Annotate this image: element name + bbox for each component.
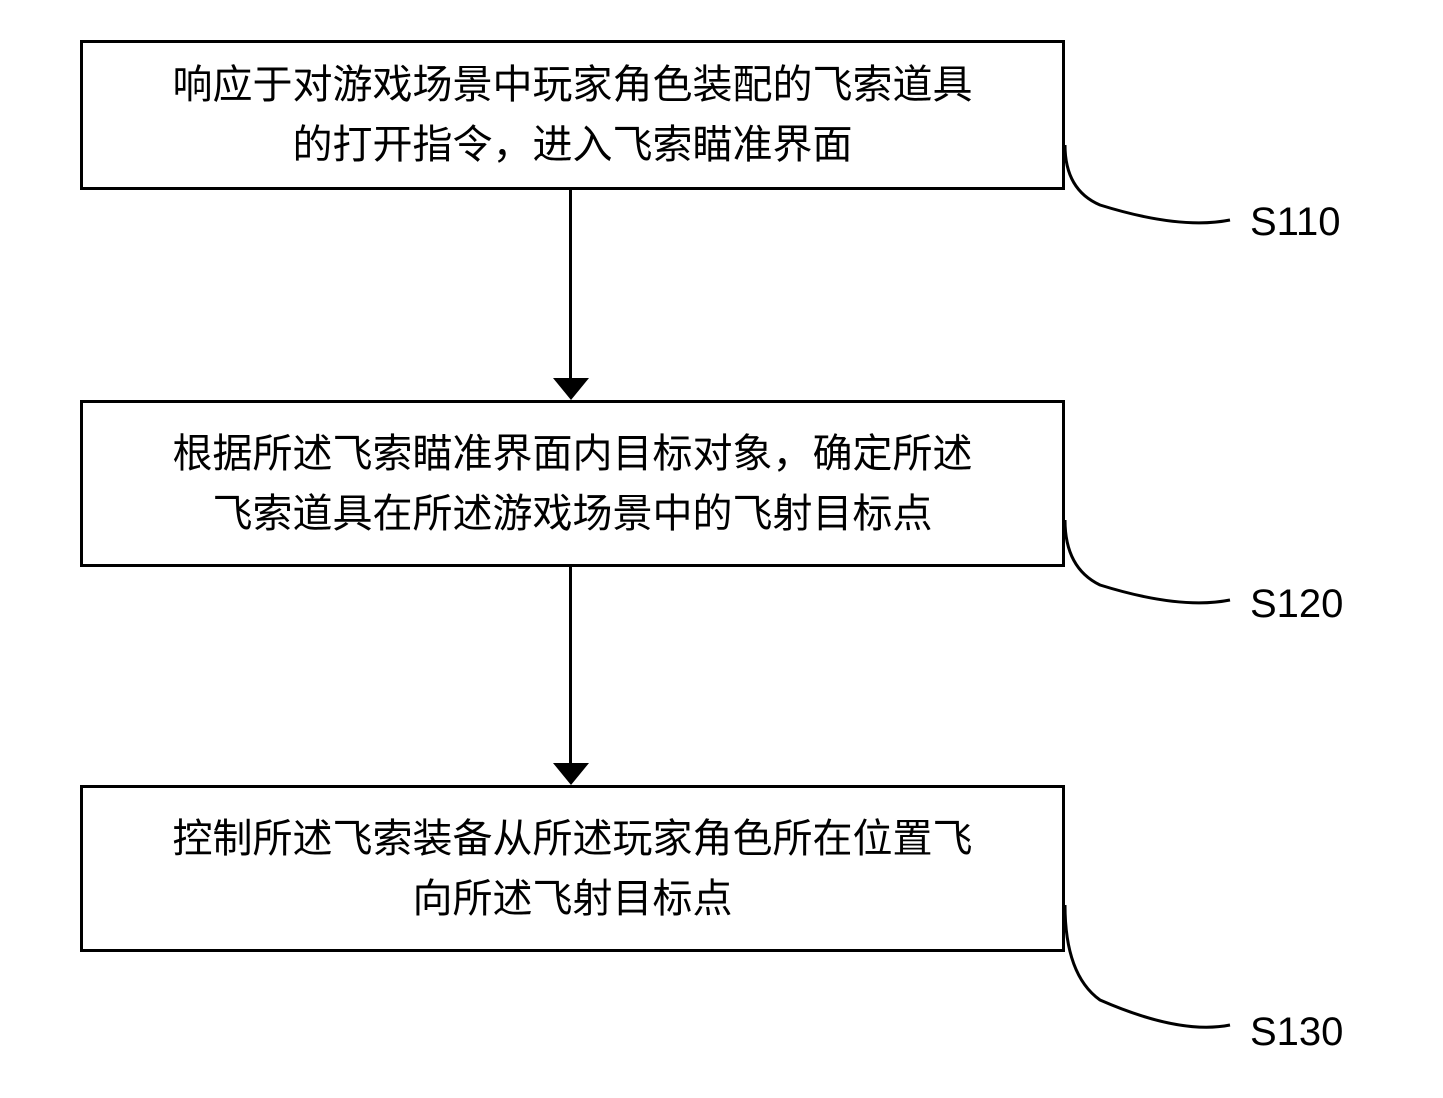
node-text-line: 控制所述飞索装备从所述玩家角色所在位置飞 [173, 809, 973, 869]
callout-curve [1060, 145, 1240, 235]
flow-node-s130: 控制所述飞索装备从所述玩家角色所在位置飞 向所述飞射目标点 [80, 785, 1065, 952]
node-text-line: 根据所述飞索瞄准界面内目标对象，确定所述 [173, 424, 973, 484]
arrow-head-icon [553, 763, 589, 785]
node-text-line: 响应于对游戏场景中玩家角色装配的飞索道具 [173, 55, 973, 115]
flow-arrow [569, 567, 572, 763]
node-text-line: 飞索道具在所述游戏场景中的飞射目标点 [213, 484, 933, 544]
node-text-line: 向所述飞射目标点 [413, 869, 733, 929]
callout-curve [1060, 520, 1240, 615]
flow-node-s120: 根据所述飞索瞄准界面内目标对象，确定所述 飞索道具在所述游戏场景中的飞射目标点 [80, 400, 1065, 567]
step-label-s110: S110 [1250, 200, 1340, 245]
flow-arrow [569, 190, 572, 378]
node-text-line: 的打开指令，进入飞索瞄准界面 [293, 115, 853, 175]
arrow-head-icon [553, 378, 589, 400]
step-label-s120: S120 [1250, 582, 1343, 627]
flowchart-container: 响应于对游戏场景中玩家角色装配的飞索道具 的打开指令，进入飞索瞄准界面 S110… [0, 0, 1443, 1098]
flow-node-s110: 响应于对游戏场景中玩家角色装配的飞索道具 的打开指令，进入飞索瞄准界面 [80, 40, 1065, 190]
callout-curve [1060, 905, 1240, 1040]
step-label-s130: S130 [1250, 1010, 1343, 1055]
